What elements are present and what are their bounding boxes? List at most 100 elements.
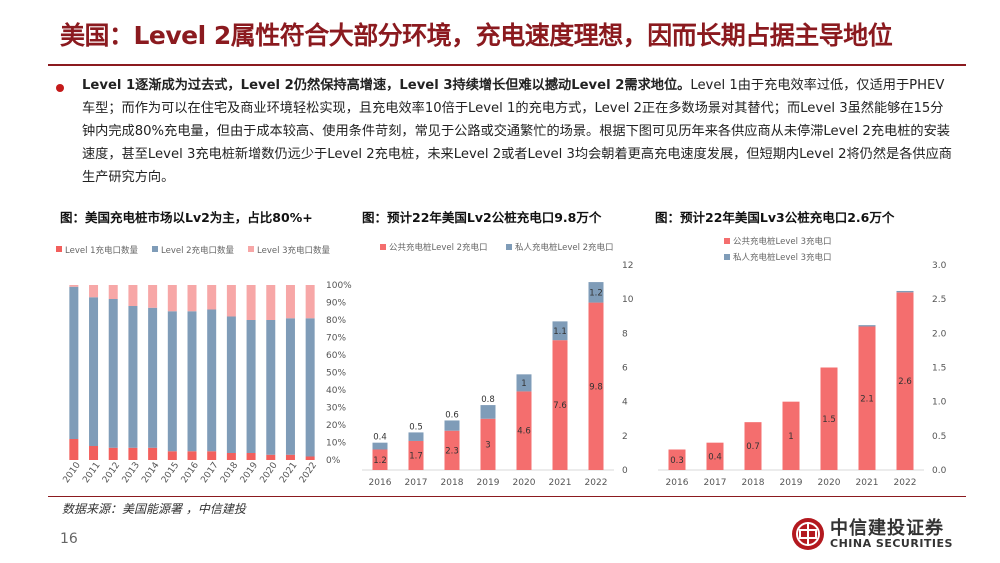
x-tick-label: 2011: [81, 461, 102, 485]
bar-segment: [226, 453, 236, 460]
bar-segment: [167, 285, 177, 312]
bar-segment: [858, 325, 876, 327]
bar-segment: [108, 447, 118, 460]
y-tick-label: 50%: [326, 369, 346, 379]
footer-divider: [48, 496, 966, 497]
data-label: 2.1: [860, 394, 874, 404]
bar-segment: [207, 285, 217, 310]
data-label: 0.5: [409, 422, 423, 432]
logo-text-en: CHINA SECURITIES: [830, 537, 953, 550]
x-tick-label: 2022: [585, 478, 608, 488]
bar-segment: [187, 451, 197, 460]
y-tick-label: 2.5: [932, 295, 946, 305]
y-tick-label: 6: [622, 364, 628, 374]
bar-segment: [266, 285, 276, 320]
bar-segment: [89, 297, 99, 446]
x-tick-label: 2020: [258, 460, 279, 485]
data-label: 1.5: [822, 415, 836, 425]
bar-segment: [444, 430, 460, 470]
y-tick-label: 1.5: [932, 364, 946, 374]
legend-label: 公共充电桩Level 2充电口: [389, 242, 488, 253]
bar-segment: [588, 302, 604, 470]
y-tick-label: 80%: [326, 316, 346, 326]
bullet-dot: [56, 84, 64, 92]
data-label: 1.7: [409, 451, 423, 461]
bar-segment: [305, 285, 315, 319]
chart3-title: 图：预计22年美国Lv3公桩充电口2.6万个: [655, 210, 895, 225]
bar-segment: [896, 290, 914, 293]
legend-label: Level 3充电口数量: [257, 245, 331, 256]
data-label: 1: [788, 432, 793, 442]
bar-segment: [148, 447, 158, 460]
bar-segment: [187, 311, 197, 452]
bar-segment: [167, 451, 177, 460]
bar-segment: [516, 374, 532, 392]
bar-segment: [108, 299, 118, 448]
bar-segment: [285, 318, 295, 455]
logo-emblem-icon: [792, 518, 824, 550]
y-tick-label: 0%: [326, 456, 341, 466]
bar-segment: [69, 439, 79, 460]
data-label: 1: [521, 379, 526, 389]
bar-segment: [516, 391, 532, 470]
data-label: 1.2: [373, 456, 387, 466]
chart1-title: 图：美国充电桩市场以Lv2为主，占比80%+: [60, 210, 313, 225]
x-tick-label: 2022: [298, 461, 319, 485]
bar-segment: [552, 340, 568, 470]
summary-bold: Level 1逐渐成为过去式，Level 2仍然保持高增速，Level 3持续增…: [82, 78, 691, 93]
chart2-title: 图：预计22年美国Lv2公桩充电口9.8万个: [362, 210, 602, 225]
y-tick-label: 0: [622, 466, 628, 476]
y-tick-label: 0.0: [932, 466, 947, 476]
legend-swatch: [56, 246, 62, 252]
bar-segment: [408, 432, 424, 441]
bar-segment: [305, 318, 315, 457]
legend-swatch: [248, 246, 254, 252]
y-tick-label: 30%: [326, 404, 346, 414]
bar-segment: [668, 449, 686, 470]
x-tick-label: 2016: [180, 460, 201, 485]
x-tick-label: 2018: [219, 460, 240, 485]
legend-label: 私人充电桩Level 2充电口: [515, 242, 614, 253]
logo-text-zh: 中信建投证券: [830, 518, 944, 539]
x-tick-label: 2021: [856, 478, 879, 488]
legend-swatch: [152, 246, 158, 252]
data-label: 4.6: [517, 427, 531, 437]
y-tick-label: 60%: [326, 351, 346, 361]
bar-segment: [588, 282, 604, 303]
bar-segment: [148, 285, 158, 308]
y-tick-label: 1.0: [932, 398, 947, 408]
x-tick-label: 2016: [369, 478, 392, 488]
summary-text: Level 1由于充电效率过低，仅适用于PHEV车型；而作为可以在住宅及商业环境…: [82, 78, 952, 185]
page-title: 美国：Level 2属性符合大部分环境，充电速度理想，因而长期占据主导地位: [60, 21, 893, 50]
x-tick-label: 2021: [278, 461, 299, 485]
y-tick-label: 10%: [326, 439, 346, 449]
bar-segment: [858, 326, 876, 470]
bar-segment: [372, 442, 388, 450]
y-tick-label: 40%: [326, 386, 346, 396]
data-label: 0.7: [746, 442, 760, 452]
y-tick-label: 8: [622, 329, 628, 339]
bar-segment: [372, 449, 388, 470]
bar-segment: [246, 285, 256, 320]
legend-swatch: [724, 254, 730, 260]
data-label: 0.8: [481, 395, 495, 405]
bar-segment: [89, 446, 99, 460]
bar-segment: [226, 285, 236, 317]
x-tick-label: 2017: [704, 478, 727, 488]
bar-segment: [444, 420, 460, 431]
bar-segment: [285, 454, 295, 460]
y-tick-label: 100%: [326, 281, 352, 291]
data-label: 3: [485, 440, 490, 450]
x-tick-label: 2016: [666, 478, 689, 488]
data-label: 2.3: [445, 446, 459, 456]
y-tick-label: 70%: [326, 334, 346, 344]
data-label: 0.4: [708, 452, 722, 462]
legend-label: 公共充电桩Level 3充电口: [733, 236, 832, 247]
x-tick-label: 2014: [140, 460, 161, 485]
bar-segment: [408, 440, 424, 470]
data-label: 1.2: [589, 288, 603, 298]
y-tick-label: 2.0: [932, 329, 947, 339]
bar-segment: [896, 292, 914, 470]
y-tick-label: 12: [622, 261, 633, 271]
